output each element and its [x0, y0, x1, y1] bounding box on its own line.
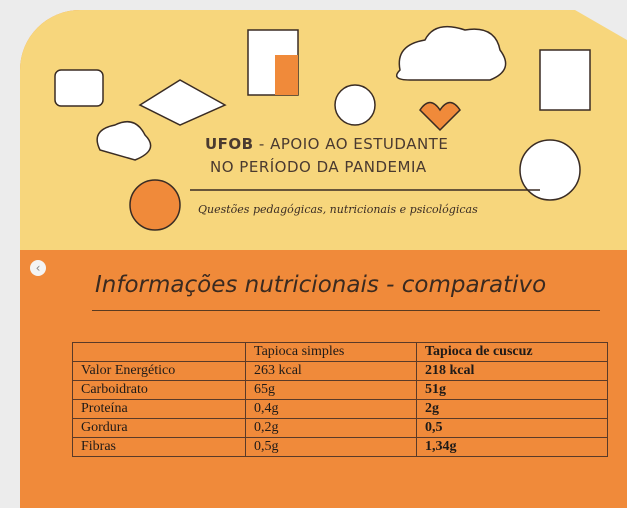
tagline: Questões pedagógicas, nutricionais e psi… — [198, 203, 478, 216]
table-cell: 65g — [245, 380, 417, 400]
table-row: Gordura 0,2g 0,5 — [72, 418, 608, 438]
carousel-prev[interactable]: ‹ — [30, 260, 46, 276]
table-cell: 51g — [416, 380, 608, 400]
table-cell: 218 kcal — [416, 361, 608, 381]
table-cell: 1,34g — [416, 437, 608, 457]
header-title: - APOIO AO ESTUDANTE — [258, 135, 449, 153]
nutrition-table: Tapioca simples Tapioca de cuscuz Valor E… — [72, 342, 608, 457]
org: UFOB — [205, 135, 254, 153]
corner-cell — [72, 342, 246, 362]
doodles — [54, 10, 627, 231]
table-cell: Gordura — [72, 418, 246, 438]
table-cell: 263 kcal — [245, 361, 417, 381]
table-cell: Fibras — [72, 437, 246, 457]
column-header: Tapioca simples — [245, 342, 417, 362]
table-cell: 2g — [416, 399, 608, 419]
table-row: Proteína 0,4g 2g — [72, 399, 608, 419]
table-cell: 0,4g — [245, 399, 417, 419]
table-cell: Carboidrato — [72, 380, 246, 400]
header-row: Tapioca simples Tapioca de cuscuz — [72, 342, 608, 362]
header-line1: UFOB - APOIO AO ESTUDANTE — [205, 135, 448, 153]
title-rule — [92, 310, 600, 311]
table-cell: Proteína — [72, 399, 246, 419]
header-subtitle: NO PERÍODO DA PANDEMIA — [210, 158, 427, 176]
table-cell: 0,5g — [245, 437, 417, 457]
column-header: Tapioca de cuscuz — [416, 342, 608, 362]
table-row: Valor Energético 263 kcal 218 kcal — [72, 361, 608, 381]
section-title: Informações nutricionais - comparativo — [95, 272, 547, 298]
table-cell: 0,5 — [416, 418, 608, 438]
poster: UFOB - APOIO AO ESTUDANTE NO PERÍODO DA … — [20, 10, 627, 508]
table-row: Carboidrato 65g 51g — [72, 380, 608, 400]
table-row: Fibras 0,5g 1,34g — [72, 437, 608, 457]
table-cell: 0,2g — [245, 418, 417, 438]
table-cell: Valor Energético — [72, 361, 246, 381]
